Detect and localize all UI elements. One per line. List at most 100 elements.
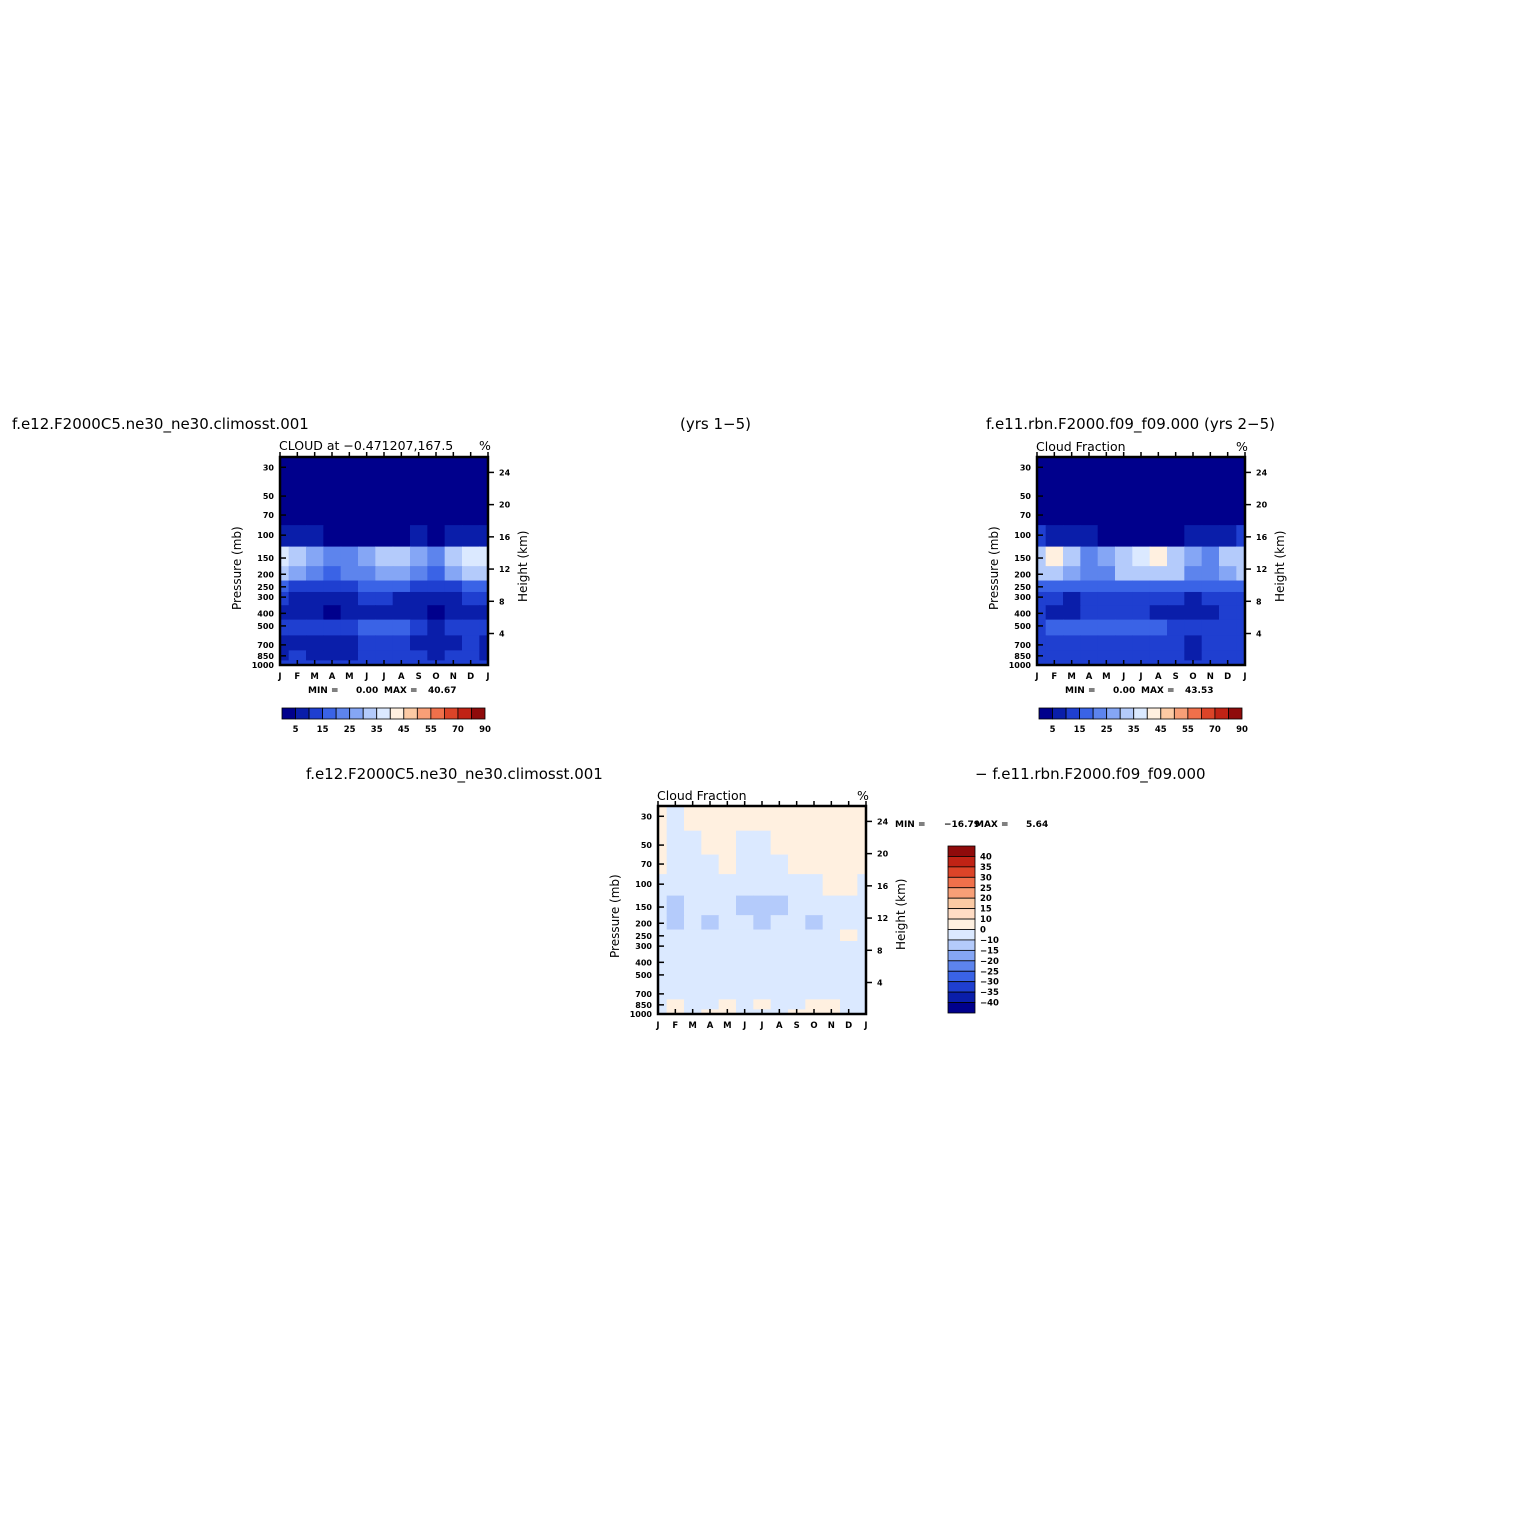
panel3-cell	[736, 940, 754, 955]
panel2-cell	[1184, 635, 1203, 651]
panel1-cell	[323, 505, 342, 526]
panel2-cell	[1167, 457, 1185, 483]
panel2-cell	[1201, 525, 1220, 548]
panel2-colorbar-box	[1228, 707, 1243, 720]
panel1-cell	[444, 605, 463, 621]
panel3-cell	[658, 984, 668, 1000]
panel3-cell	[753, 999, 772, 1011]
panel3-colorbar-box	[947, 876, 976, 889]
panel3-cell	[857, 895, 867, 916]
panel2-cell	[1115, 635, 1133, 651]
colorbar-label: 40	[980, 852, 992, 862]
panel3-cell	[718, 984, 737, 1000]
panel3-cell	[701, 954, 720, 970]
panel3-cell	[788, 999, 806, 1011]
panel2-cell	[1080, 619, 1099, 637]
panel1-cell	[323, 580, 342, 593]
x-tick-label: J	[742, 1021, 746, 1031]
panel2-cell	[1132, 619, 1151, 637]
panel1-cell	[427, 619, 446, 637]
panel2-cell	[1080, 580, 1099, 593]
colorbar-label: 30	[980, 873, 992, 883]
panel3-cell	[788, 874, 806, 897]
panel3-max-value: 5.64	[1026, 820, 1049, 830]
panel3-colorbar-box	[947, 949, 976, 962]
panel3-cell	[736, 954, 754, 970]
panel1-cell	[427, 580, 446, 593]
y-tick-label: 30	[641, 812, 653, 821]
panel3-cell	[701, 806, 720, 832]
panel2-cell	[1063, 566, 1081, 582]
panel2-cell	[1037, 546, 1047, 567]
panel2-cell	[1149, 566, 1168, 582]
panel3-cell	[805, 984, 824, 1000]
colorbar-label: 0	[980, 926, 986, 936]
panel3-colorbar-box	[947, 897, 976, 910]
colorbar-label: 90	[479, 725, 491, 735]
colorbar-label: 20	[980, 894, 992, 904]
panel2-cell	[1132, 605, 1151, 621]
panel1-cell	[288, 580, 307, 593]
panel3-cell	[736, 895, 754, 916]
panel2-cell	[1219, 580, 1237, 593]
panel3-cell	[805, 806, 824, 832]
panel2-cell	[1080, 650, 1099, 662]
panel3-cell	[658, 895, 668, 916]
panel1-colorbar-box	[430, 707, 445, 720]
panel2-cell	[1219, 481, 1237, 507]
panel2-cell	[1097, 457, 1116, 483]
x-tick-label: J	[485, 672, 489, 682]
panel3-cell	[753, 929, 772, 942]
panel3-cell	[857, 830, 867, 856]
panel2-cell	[1184, 566, 1203, 582]
panel2-cell	[1097, 525, 1116, 548]
panel1-cell	[323, 591, 342, 606]
panel1-cell	[280, 591, 290, 606]
x-tick-label: J	[277, 672, 281, 682]
panel1-cell	[375, 605, 394, 621]
panel1-cell	[288, 546, 307, 567]
panel3-cell	[666, 806, 685, 832]
panel3-cell	[753, 954, 772, 970]
panel1-cell	[280, 546, 290, 567]
colorbar-label: 15	[980, 905, 992, 915]
panel2-cell	[1097, 650, 1116, 662]
colorbar-label: 35	[980, 863, 992, 873]
panel1-cell	[280, 525, 290, 548]
panel1-cell	[340, 605, 359, 621]
panel1-cell	[392, 591, 411, 606]
panel3-cell	[753, 806, 772, 832]
panel3-cell	[840, 915, 858, 931]
panel3-cell	[770, 854, 789, 875]
x-tick-label: J	[1242, 672, 1246, 682]
panel2-cell	[1184, 525, 1203, 548]
panel1-cell	[358, 505, 376, 526]
x-tick-label: O	[432, 672, 439, 682]
panel2-cell	[1115, 650, 1133, 662]
x-tick-label: F	[1051, 672, 1057, 682]
colorbar-label: −15	[980, 946, 999, 956]
panel3-cell	[822, 915, 841, 931]
colorbar-label: 55	[425, 725, 437, 735]
x-tick-label: J	[863, 1021, 867, 1031]
y2-tick-label: 12	[1256, 565, 1267, 574]
panel3-cell	[658, 1009, 668, 1015]
panel3-cell	[805, 940, 824, 955]
panel3-cell	[840, 940, 858, 955]
panel3-cell	[736, 999, 754, 1011]
panel1-cell	[410, 566, 428, 582]
panel3-cell	[718, 874, 737, 897]
panel1-cell	[358, 619, 376, 637]
panel1-cell	[410, 605, 428, 621]
panel2-cell	[1167, 591, 1185, 606]
panel1-cell	[479, 481, 489, 507]
panel1-cell	[375, 457, 394, 483]
panel1-cell	[444, 619, 463, 637]
panel3-cell	[788, 895, 806, 916]
panel1-cell	[462, 505, 480, 526]
panel2-cell	[1149, 635, 1168, 651]
panel1-cell	[392, 605, 411, 621]
panel2-cell	[1167, 505, 1185, 526]
y-tick-label: 250	[635, 932, 652, 941]
panel1-cell	[288, 635, 307, 651]
